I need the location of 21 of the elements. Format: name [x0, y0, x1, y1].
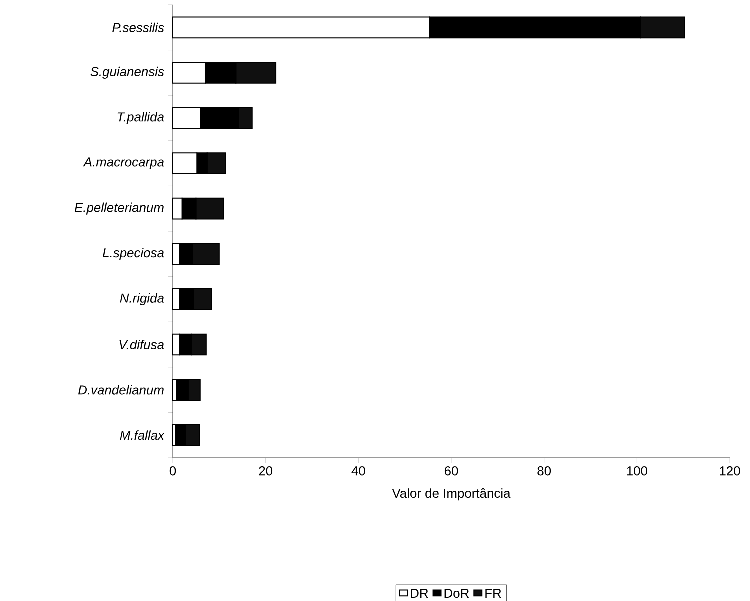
y-tick-label: V.difusa: [120, 340, 164, 350]
x-tick-label: 100: [627, 466, 648, 476]
legend-label: DR: [411, 589, 428, 598]
x-tick-label: 0: [170, 466, 176, 476]
x-tick-label: 120: [720, 466, 740, 476]
legend-label: FR: [486, 589, 502, 598]
y-tick-label: E.pelleterianum: [74, 202, 164, 215]
x-axis-title: Valor de Importância: [392, 488, 511, 501]
x-tick-label: 60: [444, 466, 458, 476]
x-tick-label: 80: [538, 466, 552, 476]
y-tick-label: T.pallida: [118, 112, 164, 124]
x-tick-label: 20: [259, 466, 273, 476]
legend-label: DoR: [444, 589, 470, 598]
x-tick-label: 40: [352, 466, 366, 476]
y-tick-label: L.speciosa: [102, 248, 164, 260]
y-tick-label: A.macrocarpa: [83, 158, 164, 170]
y-tick-label: P.sessilis: [112, 22, 164, 32]
y-tick-label: N.rigida: [120, 293, 164, 306]
y-tick-label: M.fallax: [120, 430, 165, 440]
y-tick-label: D.vandelianum: [78, 385, 164, 395]
y-tick-label: S.guianensis: [90, 66, 164, 79]
